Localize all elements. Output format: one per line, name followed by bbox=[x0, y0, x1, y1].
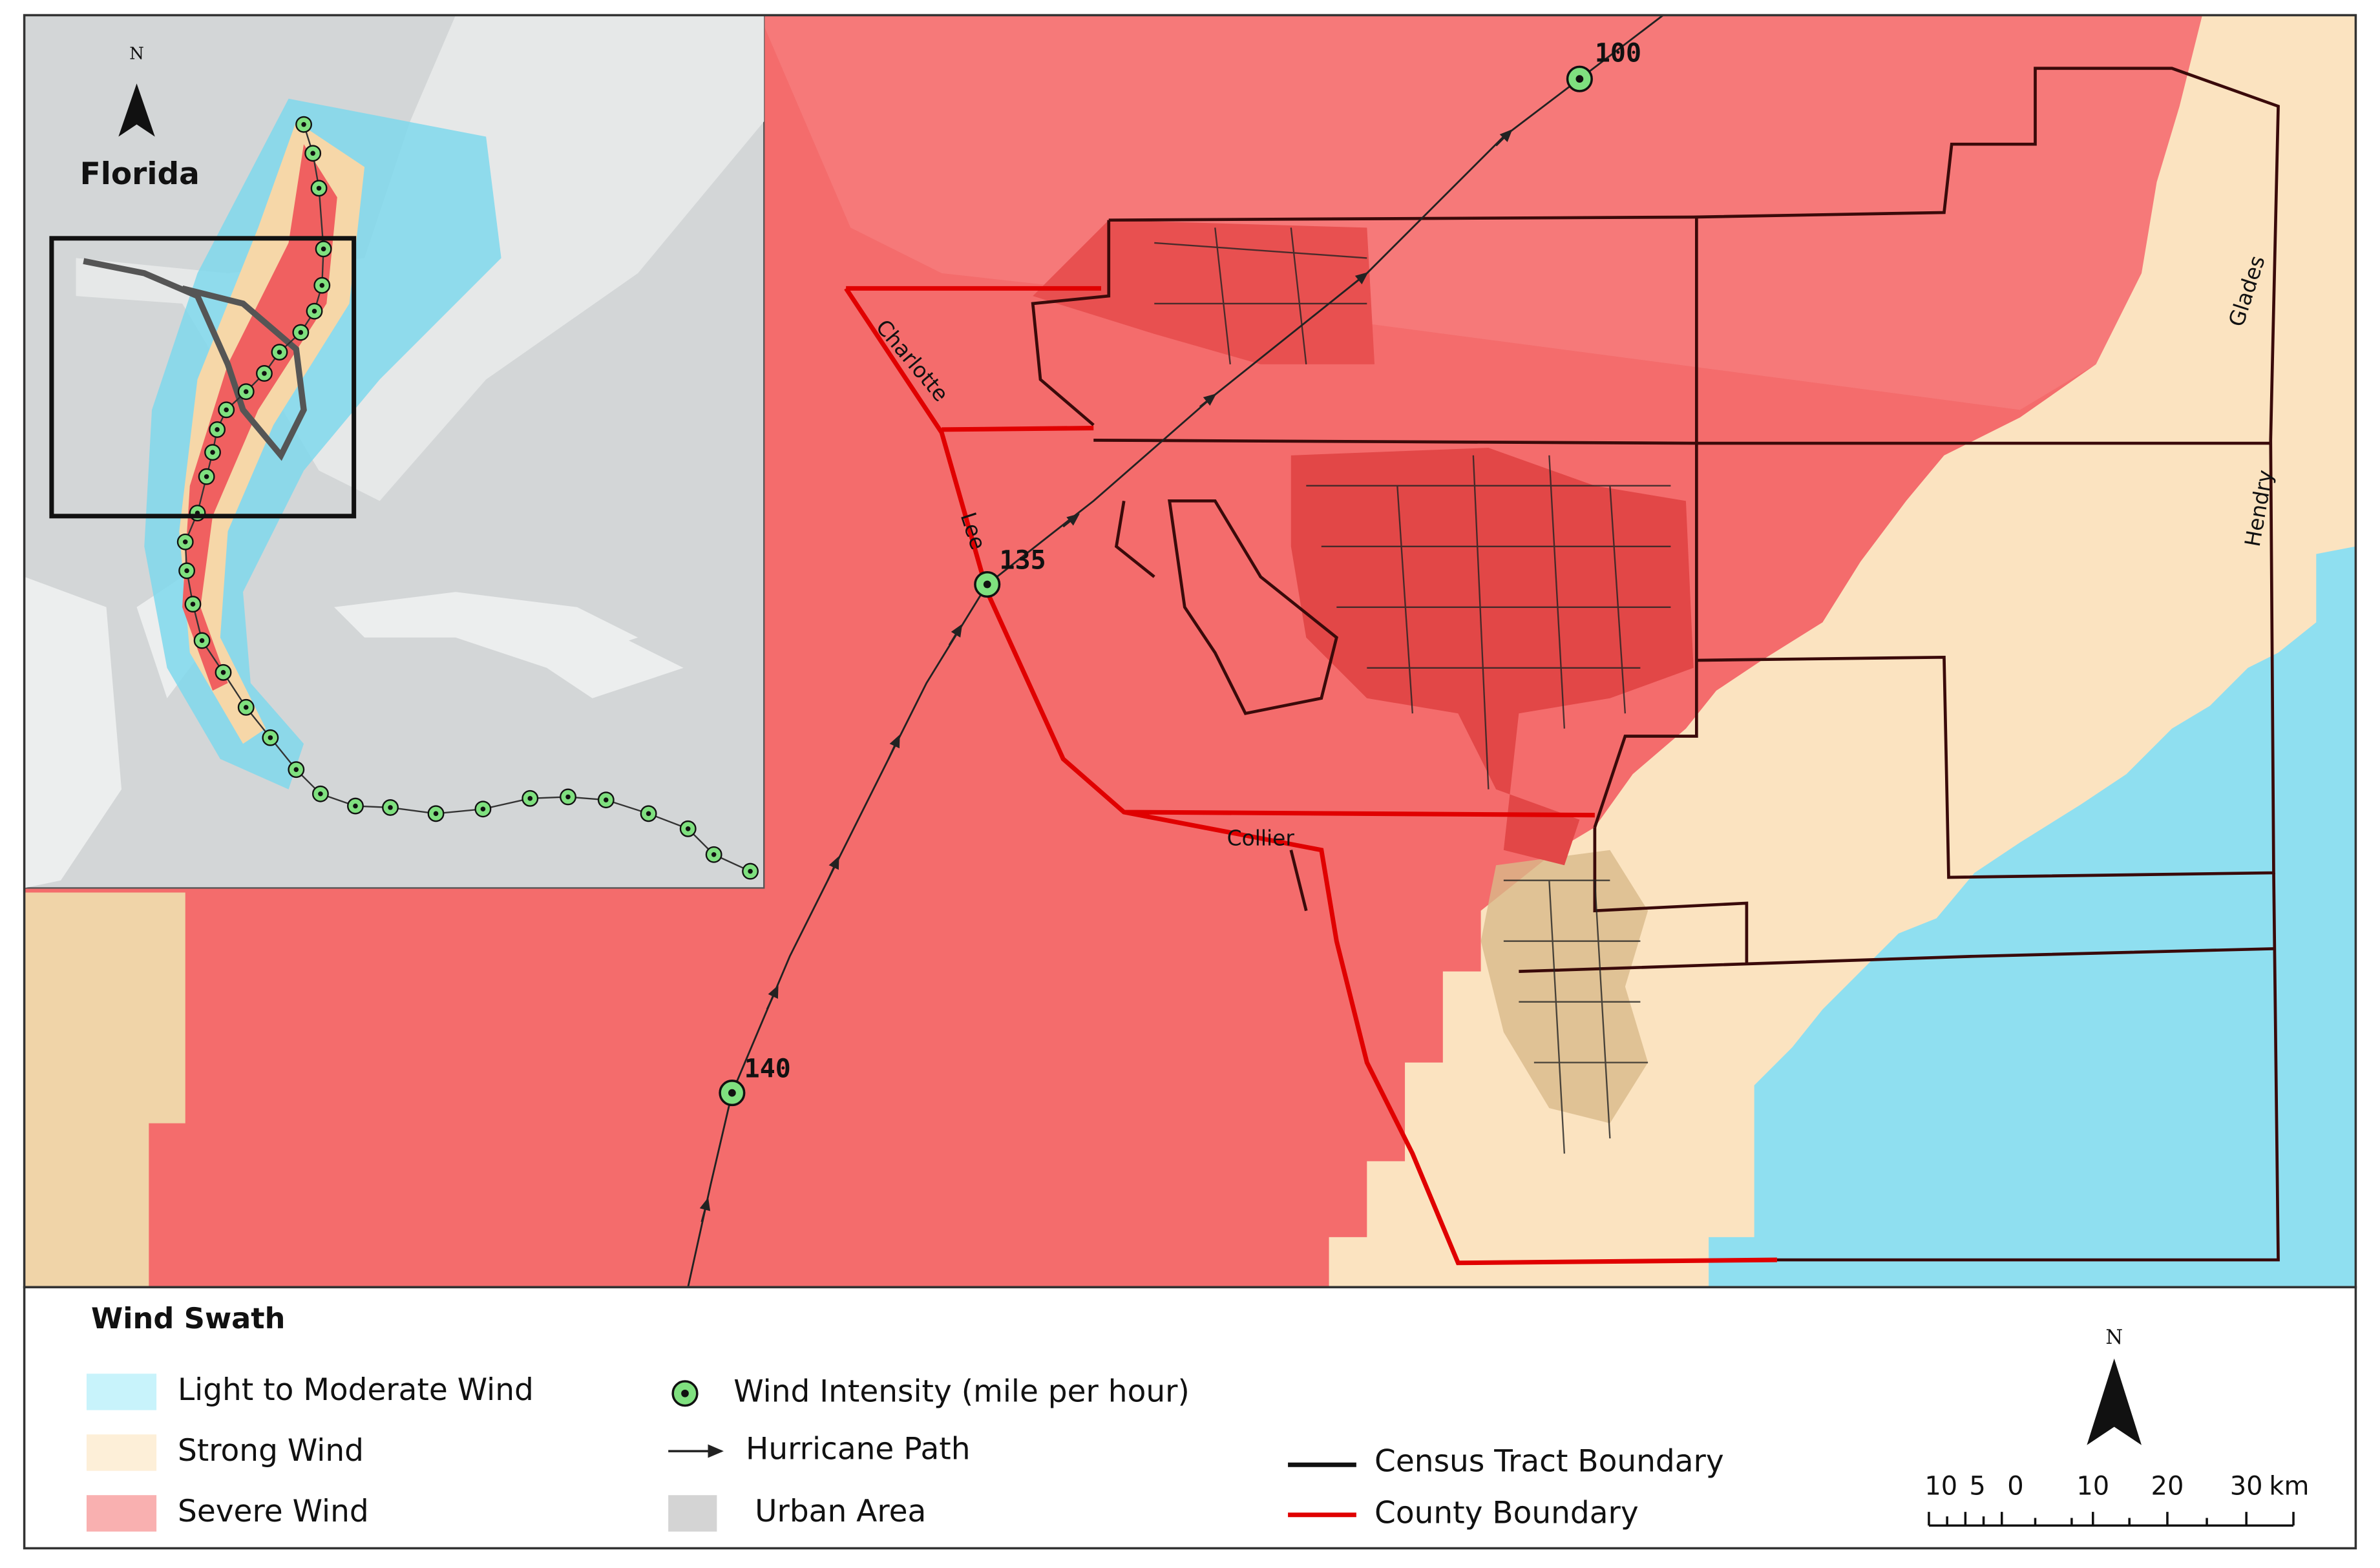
inset-track-point bbox=[262, 371, 267, 376]
inset-track-points bbox=[176, 116, 759, 880]
inset-track-point bbox=[604, 797, 609, 802]
inset-track-point bbox=[210, 450, 215, 455]
inset-title: Florida bbox=[80, 156, 200, 192]
legend-label: Severe Wind bbox=[178, 1494, 369, 1529]
scale-label: 5 bbox=[1969, 1471, 1985, 1501]
inset-track-point bbox=[182, 539, 188, 545]
inset-track-point bbox=[480, 806, 486, 812]
inset-map: N Florida bbox=[23, 14, 765, 889]
scale-label: 10 bbox=[2076, 1471, 2109, 1501]
legend-title: Wind Swath bbox=[91, 1302, 285, 1335]
legend-label: Hurricane Path bbox=[746, 1432, 971, 1467]
inset-north-label: N bbox=[129, 45, 144, 64]
urban-tracts bbox=[1290, 448, 1694, 866]
intensity-label: 135 bbox=[1000, 545, 1046, 575]
county-boundary bbox=[844, 286, 1777, 1266]
inset-track-point bbox=[310, 151, 315, 156]
inset-track-point bbox=[311, 308, 317, 314]
urban-area bbox=[1480, 850, 1648, 1124]
strong-wind-area bbox=[24, 892, 185, 1288]
inset-extent-box bbox=[49, 236, 357, 519]
inset-track-point bbox=[388, 805, 393, 810]
census-tract-boundary bbox=[1031, 67, 2280, 1262]
inset-florida-outline bbox=[83, 258, 307, 461]
inset-track-point bbox=[199, 638, 205, 643]
scale-label: 0 bbox=[2007, 1471, 2023, 1501]
inset-track-point bbox=[190, 601, 196, 607]
legend-label: Light to Moderate Wind bbox=[178, 1372, 534, 1408]
legend-swatch bbox=[86, 1374, 157, 1410]
north-label: N bbox=[2105, 1326, 2123, 1349]
inset-track-point bbox=[433, 811, 439, 817]
inset-track-point bbox=[319, 282, 325, 288]
legend-label: County Boundary bbox=[1374, 1495, 1639, 1531]
scale-label: 20 bbox=[2151, 1471, 2184, 1501]
legend-swatch bbox=[668, 1495, 717, 1532]
legend-swatch bbox=[86, 1495, 157, 1532]
legend: Wind Swath Light to Moderate Wind Strong… bbox=[23, 1286, 2357, 1550]
inset-track-point bbox=[224, 407, 229, 413]
inset-track-point bbox=[711, 852, 717, 857]
legend-label: Wind Intensity (mile per hour) bbox=[733, 1374, 1190, 1409]
inset-track-point bbox=[748, 868, 753, 874]
scale-bar: N 10 5 0 10 20 30 km bbox=[1924, 1326, 2309, 1527]
inset-track-point bbox=[646, 811, 651, 817]
inset-track-point bbox=[316, 185, 322, 191]
intensity-label: 100 bbox=[1595, 39, 1641, 68]
north-arrow bbox=[2087, 1358, 2142, 1445]
scale-label: 10 bbox=[1924, 1471, 1957, 1501]
main-map: 100 135 140 Charlotte Lee Collier Glades… bbox=[24, 15, 2356, 1288]
inset-track-point bbox=[565, 794, 571, 800]
county-label: Collier bbox=[1227, 826, 1295, 851]
scale-ticks bbox=[1928, 1512, 2295, 1527]
legend-label: Census Tract Boundary bbox=[1374, 1443, 1724, 1479]
light-wind-area bbox=[1709, 546, 2356, 1288]
inset-light-wind bbox=[144, 98, 501, 789]
scale-unit: km bbox=[2269, 1471, 2309, 1501]
legend-label: Strong Wind bbox=[178, 1433, 364, 1469]
census-tract-interior bbox=[1154, 227, 1671, 1154]
inset-north-arrow bbox=[118, 83, 155, 137]
inset-track-point bbox=[184, 568, 189, 574]
inset-track-point bbox=[298, 329, 304, 335]
inset-track-point bbox=[277, 350, 282, 355]
intensity-points bbox=[719, 65, 1593, 1107]
inset-track-point bbox=[243, 705, 249, 710]
inset-track-point bbox=[685, 826, 691, 831]
inset-track-point bbox=[321, 246, 326, 252]
inset-track-point bbox=[215, 427, 220, 432]
legend-point bbox=[681, 1389, 689, 1397]
urban-tracts bbox=[1033, 220, 1375, 364]
scale-label: 30 bbox=[2230, 1471, 2263, 1501]
inset-track-point bbox=[318, 791, 323, 797]
legend-label: Urban Area bbox=[755, 1494, 926, 1529]
inset-track-point bbox=[243, 389, 249, 394]
upland-shade bbox=[759, 15, 2203, 410]
inset-track-point bbox=[293, 767, 299, 772]
inset-track-point bbox=[268, 735, 273, 740]
inset-track-point bbox=[301, 121, 306, 127]
intensity-label: 140 bbox=[744, 1054, 791, 1083]
inset-track-point bbox=[353, 803, 358, 809]
inset-severe-wind bbox=[182, 144, 337, 691]
path-arrows bbox=[699, 129, 1513, 1222]
legend-swatch bbox=[86, 1434, 157, 1471]
inset-track-point bbox=[204, 474, 209, 479]
inset-track-point bbox=[220, 670, 226, 675]
inset-track-point bbox=[527, 796, 533, 801]
